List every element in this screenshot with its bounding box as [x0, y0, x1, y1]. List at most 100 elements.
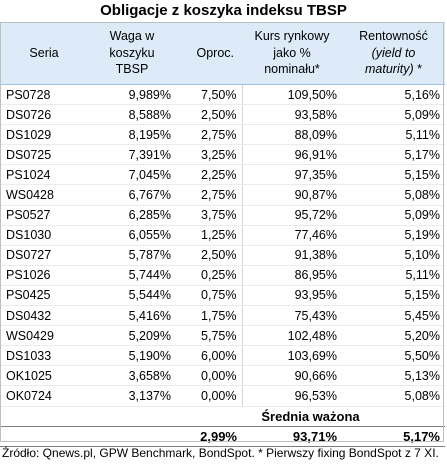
cell-oproc: 2,50% [176, 104, 242, 126]
source-note: Źródło: Qnews.pl, GPW Benchmark, BondSpo… [2, 446, 439, 460]
cell-seria: PS0425 [0, 285, 88, 307]
cell-waga: 3,137% [88, 385, 176, 407]
cell-seria: OK1025 [0, 365, 88, 387]
table-title: Obligacje z koszyka indeksu TBSP [100, 2, 347, 19]
cell-waga: 5,416% [88, 305, 176, 327]
empty-cell [88, 426, 176, 447]
bond-table: Seria Waga w koszyku TBSP Oproc. Kurs ry… [0, 22, 445, 447]
table-body: PS0728 9,989% 7,50% 109,50% 5,16% DS0726 8,588… [0, 84, 445, 407]
cell-kurs: 88,09% [241, 124, 342, 146]
empty-cell [0, 426, 88, 447]
cell-rentownosc: 5,08% [342, 385, 445, 407]
empty-cell [0, 406, 88, 427]
cell-waga: 9,989% [88, 84, 176, 106]
cell-rentownosc: 5,16% [342, 84, 445, 106]
cell-seria: PS0527 [0, 205, 88, 226]
cell-kurs: 97,35% [241, 164, 342, 186]
cell-seria: WS0428 [0, 184, 88, 206]
cell-kurs: 91,38% [241, 245, 342, 266]
cell-kurs: 93,58% [241, 104, 342, 126]
cell-oproc: 2,25% [176, 164, 242, 186]
cell-rentownosc: 5,09% [342, 205, 445, 226]
header-rent-line1: Rentowność [359, 29, 428, 44]
cell-oproc: 1,25% [176, 225, 242, 246]
table-row: OK1025 3,658% 0,00% 90,66% 5,13% [0, 365, 445, 387]
cell-seria: PS1026 [0, 265, 88, 286]
cell-rentownosc: 5,11% [342, 124, 445, 146]
cell-rentownosc: 5,08% [342, 184, 445, 206]
cell-kurs: 75,43% [241, 305, 342, 327]
cell-kurs: 103,69% [241, 345, 342, 367]
header-waga-line2: koszyku [109, 45, 155, 60]
cell-kurs: 95,72% [241, 205, 342, 226]
cell-rentownosc: 5,17% [342, 144, 445, 166]
header-kurs-line2: jako % [273, 45, 311, 60]
header-rent-line3: maturity) [365, 62, 414, 77]
average-oproc: 2,99% [176, 426, 242, 447]
header-waga: Waga w koszyku TBSP [88, 22, 176, 85]
table-row: PS1024 7,045% 2,25% 97,35% 5,15% [0, 164, 445, 186]
header-kurs-line1: Kurs rynkowy [254, 29, 330, 44]
cell-seria: DS0725 [0, 144, 88, 166]
cell-kurs: 102,48% [241, 325, 342, 347]
average-kurs: 93,71% [242, 426, 342, 447]
average-label: Średnia ważona [176, 406, 445, 427]
header-rent-line2: (yield to [371, 45, 416, 60]
cell-kurs: 90,87% [241, 184, 342, 206]
cell-rentownosc: 5,15% [342, 285, 445, 307]
cell-waga: 7,391% [88, 144, 176, 166]
table-row: DS0432 5,416% 1,75% 75,43% 5,45% [0, 305, 445, 327]
header-rentownosc: Rentowność (yield to maturity) * [342, 22, 445, 85]
cell-rentownosc: 5,09% [342, 104, 445, 126]
header-kurs: Kurs rynkowy jako % nominału* [242, 22, 342, 85]
table-row: DS0727 5,787% 2,50% 91,38% 5,10% [0, 245, 445, 266]
cell-kurs: 109,50% [241, 84, 342, 106]
cell-kurs: 77,46% [241, 225, 342, 246]
cell-seria: DS0727 [0, 245, 88, 266]
header-row: Seria Waga w koszyku TBSP Oproc. Kurs ry… [0, 22, 445, 85]
cell-oproc: 6,00% [176, 345, 242, 367]
cell-seria: OK0724 [0, 385, 88, 407]
cell-kurs: 93,95% [241, 285, 342, 307]
cell-waga: 3,658% [88, 365, 176, 387]
header-rent-asterisk: * [413, 62, 422, 77]
cell-seria: PS0728 [0, 84, 88, 106]
cell-waga: 5,209% [88, 325, 176, 347]
cell-waga: 6,055% [88, 225, 176, 246]
table-row: PS0728 9,989% 7,50% 109,50% 5,16% [0, 84, 445, 106]
average-label-row: Średnia ważona [0, 406, 445, 427]
cell-waga: 6,285% [88, 205, 176, 226]
cell-rentownosc: 5,50% [342, 345, 445, 367]
cell-waga: 8,195% [88, 124, 176, 146]
cell-oproc: 3,25% [176, 144, 242, 166]
cell-oproc: 5,75% [176, 325, 242, 347]
cell-seria: DS0432 [0, 305, 88, 327]
cell-waga: 8,588% [88, 104, 176, 126]
table-row: DS1033 5,190% 6,00% 103,69% 5,50% [0, 345, 445, 367]
cell-oproc: 0,75% [176, 285, 242, 307]
cell-waga: 5,190% [88, 345, 176, 367]
cell-seria: PS1024 [0, 164, 88, 186]
header-waga-line1: Waga w [109, 29, 155, 44]
cell-waga: 5,544% [88, 285, 176, 307]
cell-kurs: 96,53% [241, 385, 342, 407]
cell-oproc: 2,50% [176, 245, 242, 266]
table-row: DS1030 6,055% 1,25% 77,46% 5,19% [0, 225, 445, 246]
cell-seria: DS0726 [0, 104, 88, 126]
table-row: PS0425 5,544% 0,75% 93,95% 5,15% [0, 285, 445, 307]
cell-rentownosc: 5,15% [342, 164, 445, 186]
cell-seria: DS1029 [0, 124, 88, 146]
cell-seria: DS1030 [0, 225, 88, 246]
cell-rentownosc: 5,45% [342, 305, 445, 327]
average-rentownosc: 5,17% [342, 426, 445, 447]
cell-rentownosc: 5,13% [342, 365, 445, 387]
cell-kurs: 86,95% [241, 265, 342, 286]
cell-oproc: 3,75% [176, 205, 242, 226]
cell-waga: 5,744% [88, 265, 176, 286]
header-seria: Seria [0, 22, 88, 85]
table-row: WS0428 6,767% 2,75% 90,87% 5,08% [0, 184, 445, 206]
cell-oproc: 2,75% [176, 184, 242, 206]
cell-kurs: 90,66% [241, 365, 342, 387]
table-row: DS0726 8,588% 2,50% 93,58% 5,09% [0, 104, 445, 126]
